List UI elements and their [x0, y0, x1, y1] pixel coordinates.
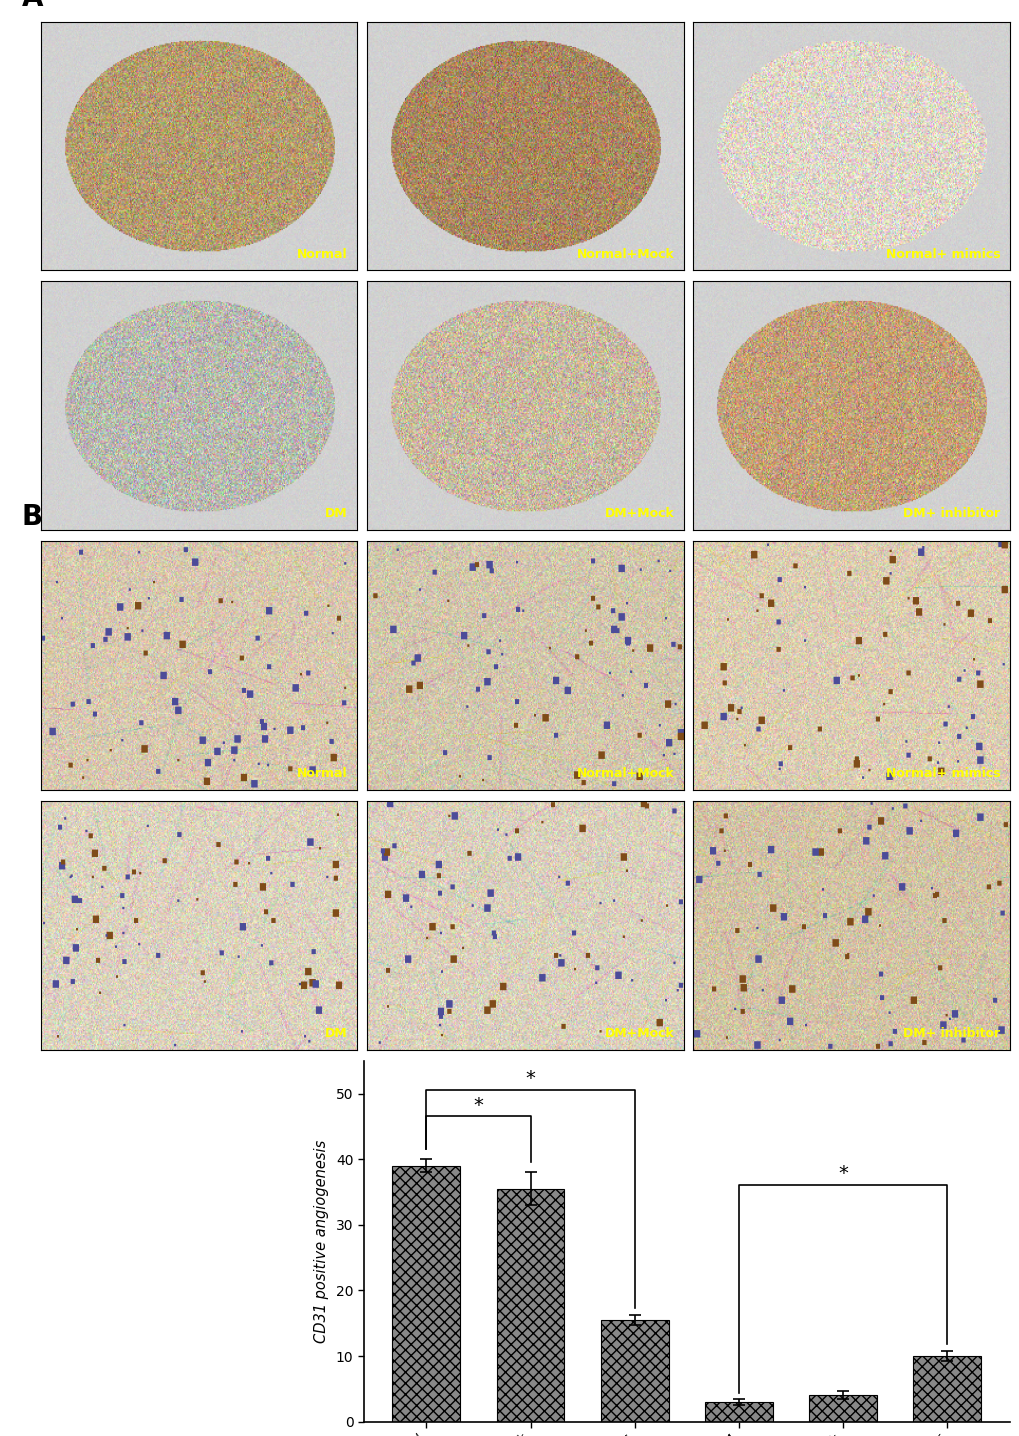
Text: B: B — [21, 503, 43, 531]
Text: DM+Mock: DM+Mock — [604, 507, 674, 520]
Text: Normal+Mock: Normal+Mock — [576, 247, 674, 260]
Text: Normal: Normal — [298, 247, 347, 260]
Bar — [600, 1320, 667, 1422]
Text: A: A — [21, 0, 43, 11]
Text: DM: DM — [325, 1027, 347, 1040]
Text: Normal+ mimics: Normal+ mimics — [884, 767, 1000, 780]
Text: DM: DM — [325, 507, 347, 520]
Y-axis label: CD31 positive angiogenesis: CD31 positive angiogenesis — [314, 1140, 328, 1343]
Bar — [392, 1166, 460, 1422]
Bar — [704, 1402, 772, 1422]
Text: *: * — [838, 1165, 847, 1183]
Text: Normal+Mock: Normal+Mock — [576, 767, 674, 780]
Text: DM+Mock: DM+Mock — [604, 1027, 674, 1040]
Text: DM+ inhibitor: DM+ inhibitor — [902, 507, 1000, 520]
Text: *: * — [473, 1096, 483, 1114]
Text: *: * — [525, 1070, 535, 1088]
Bar — [913, 1356, 980, 1422]
Text: Normal: Normal — [298, 767, 347, 780]
Bar — [808, 1396, 876, 1422]
Text: DM+ inhibitor: DM+ inhibitor — [902, 1027, 1000, 1040]
Bar — [496, 1189, 564, 1422]
Text: Normal+ mimics: Normal+ mimics — [884, 247, 1000, 260]
